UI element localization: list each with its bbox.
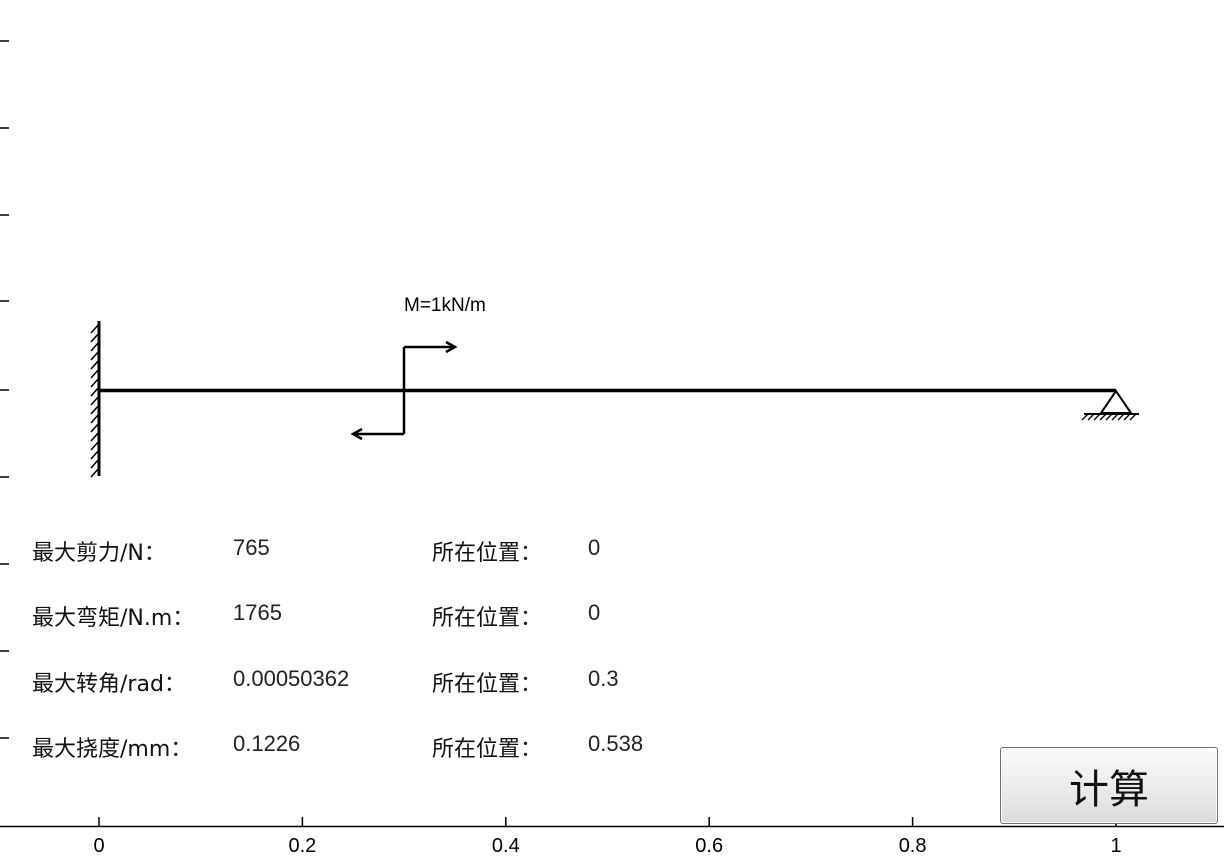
x-tick-label: 0.4: [492, 835, 520, 857]
position-label: 所在位置：: [432, 672, 543, 697]
moment-load: [350, 340, 458, 441]
x-tick-label: 0.8: [899, 835, 927, 857]
result-label: 最大弯矩/N.m：: [32, 606, 195, 631]
position-value: 0.3: [588, 666, 619, 691]
moment-label: M=1kN/m: [404, 295, 486, 316]
position-label: 所在位置：: [432, 541, 543, 566]
result-value: 0.1226: [233, 731, 301, 756]
result-value: 1765: [233, 600, 282, 625]
position-label: 所在位置：: [432, 737, 543, 762]
calculate-button[interactable]: 计算: [1000, 747, 1218, 824]
position-label: 所在位置：: [432, 606, 543, 631]
position-value: 0: [588, 535, 601, 560]
y-axis-ticks: [0, 40, 9, 739]
position-value: 0.538: [588, 731, 644, 756]
result-value: 765: [233, 535, 270, 560]
position-value: 0: [588, 600, 601, 625]
x-axis-ticks: 0 0.2 0.4 0.6 0.8 1: [93, 817, 1122, 857]
x-tick-label: 0.6: [695, 835, 723, 857]
result-value: 0.00050362: [233, 666, 350, 691]
result-label: 最大剪力/N：: [32, 541, 166, 566]
result-label: 最大挠度/mm：: [32, 737, 193, 762]
pin-support: [1081, 389, 1139, 421]
fixed-wall-support: [90, 321, 101, 478]
result-label: 最大转角/rad：: [32, 672, 186, 697]
x-tick-label: 0: [93, 835, 104, 857]
x-tick-label: 1: [1110, 835, 1121, 857]
x-tick-label: 0.2: [288, 835, 316, 857]
